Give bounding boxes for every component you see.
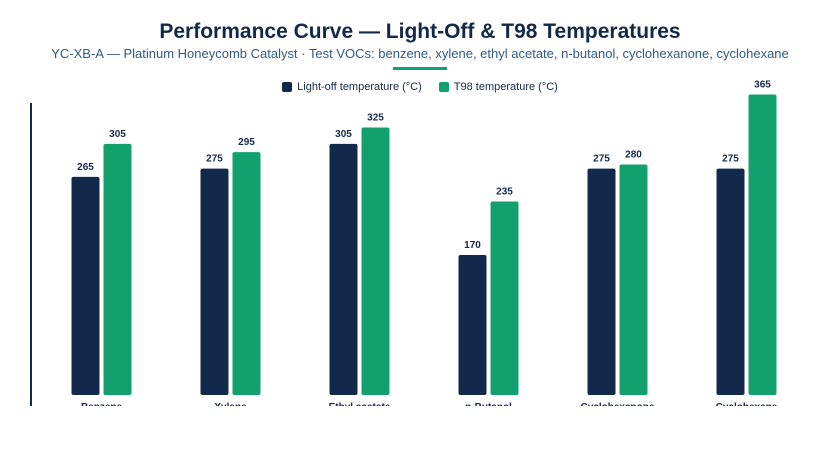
data-label-light-off-4: 275 [593,154,610,165]
title-accent-rule [393,67,447,70]
data-label-t98-2: 325 [367,112,384,123]
data-label-light-off-5: 275 [722,154,739,165]
bar-light-off-4 [587,168,616,395]
bar-light-off-2 [329,143,358,395]
plot-bottom-mask [0,406,840,450]
data-label-t98-5: 365 [754,80,771,91]
bar-t98-0 [103,143,132,395]
bar-light-off-5 [716,168,745,395]
legend-label-t98: T98 temperature (°C) [453,81,558,93]
bar-light-off-3 [458,255,487,395]
data-label-light-off-0: 265 [77,162,94,173]
data-label-t98-0: 305 [109,129,126,140]
bar-t98-4 [619,164,648,395]
legend: Light-off temperature (°C) T98 temperatu… [0,81,840,93]
data-label-light-off-2: 305 [335,129,352,140]
legend-swatch-t98 [438,82,449,92]
legend-swatch-light-off [282,82,293,92]
data-label-light-off-3: 170 [464,240,481,251]
bar-light-off-0 [71,176,100,395]
chart-title: Performance Curve — Light-Off & T98 Temp… [159,20,681,43]
data-label-light-off-1: 275 [206,154,223,165]
legend-label-light-off: Light-off temperature (°C) [297,81,422,93]
bar-t98-3 [490,201,519,395]
legend-item-t98: T98 temperature (°C) [438,81,558,93]
bar-t98-2 [361,127,390,395]
bar-t98-1 [232,152,261,395]
bar-t98-5 [748,94,777,395]
legend-item-light-off: Light-off temperature (°C) [282,81,422,93]
data-label-t98-3: 235 [496,187,513,198]
data-label-t98-1: 295 [238,137,255,148]
bar-light-off-1 [200,168,229,395]
chart-subtitle: YC-XB-A — Platinum Honeycomb Catalyst · … [51,46,789,61]
data-label-t98-4: 280 [625,149,642,160]
